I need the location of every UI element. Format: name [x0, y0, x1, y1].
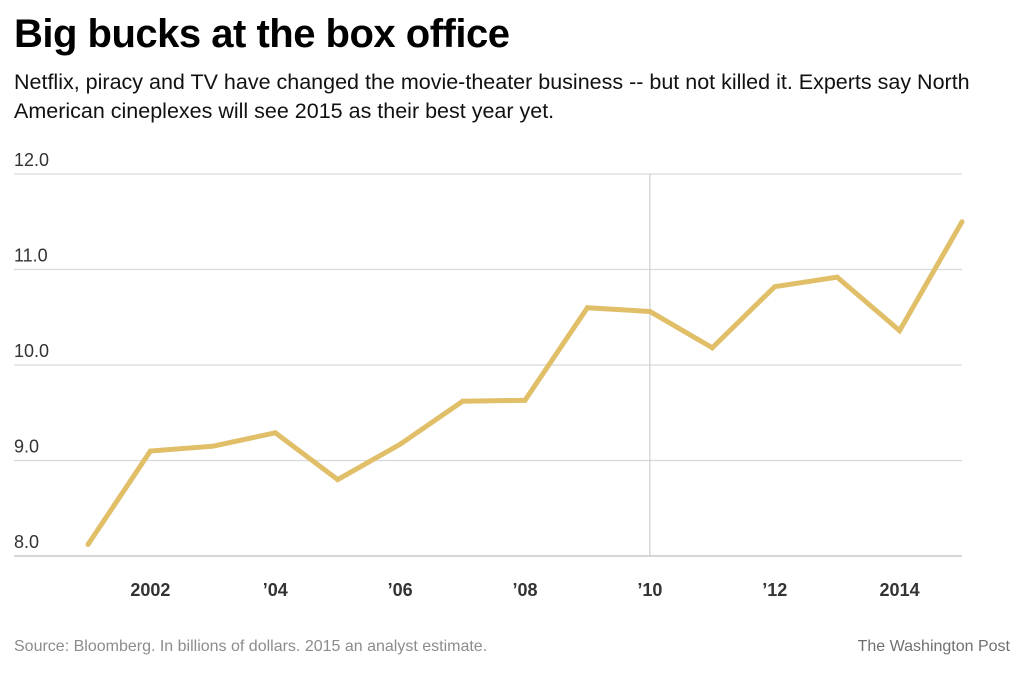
x-tick-label: ’08: [512, 580, 537, 600]
x-tick-label: 2002: [130, 580, 170, 600]
data-point-2006: [397, 441, 403, 447]
chart-title: Big bucks at the box office: [14, 12, 510, 56]
y-tick-label: 10.0: [14, 341, 49, 361]
y-tick-label: 8.0: [14, 532, 39, 552]
x-axis-ticks: 2002 ’04 ’06 ’08 ’10 ’12 2014: [130, 580, 919, 600]
series-layer: [85, 219, 965, 548]
data-point-2010: [647, 309, 653, 315]
data-point-2012: [772, 284, 778, 290]
chart-subtitle: Netflix, piracy and TV have changed the …: [14, 70, 970, 123]
data-point-2003: [210, 443, 216, 449]
data-point-2005: [335, 477, 341, 483]
x-tick-label: ’10: [637, 580, 662, 600]
data-point-2013: [834, 274, 840, 280]
source-note: Source: Bloomberg. In billions of dollar…: [14, 638, 488, 655]
data-point-2002: [147, 448, 153, 454]
x-tick-label: 2014: [880, 580, 920, 600]
data-point-2008: [522, 397, 528, 403]
x-tick-label: ’06: [388, 580, 413, 600]
data-point-2009: [584, 305, 590, 311]
data-point-2007: [460, 398, 466, 404]
line-chart: 12.011.010.09.08.0 2002’04’06’08’10’12 20…: [14, 150, 965, 600]
y-tick-label: 12.0: [14, 150, 49, 170]
data-point-2004: [272, 430, 278, 436]
y-tick-label: 9.0: [14, 437, 39, 457]
data-point-2001: [85, 542, 91, 548]
x-tick-label: ’04: [263, 580, 288, 600]
series-line-0: [85, 220, 965, 546]
data-point-2015: [959, 219, 965, 225]
x-tick-label: ’12: [762, 580, 787, 600]
publisher-credit: The Washington Post: [857, 638, 1010, 655]
gridlines: [14, 173, 962, 557]
y-axis-ticks: 12.0 11.0 10.0 9.0 8.0: [14, 150, 49, 552]
y-tick-label: 11.0: [14, 246, 48, 266]
data-point-2014: [897, 328, 903, 334]
data-point-2011: [709, 345, 715, 351]
